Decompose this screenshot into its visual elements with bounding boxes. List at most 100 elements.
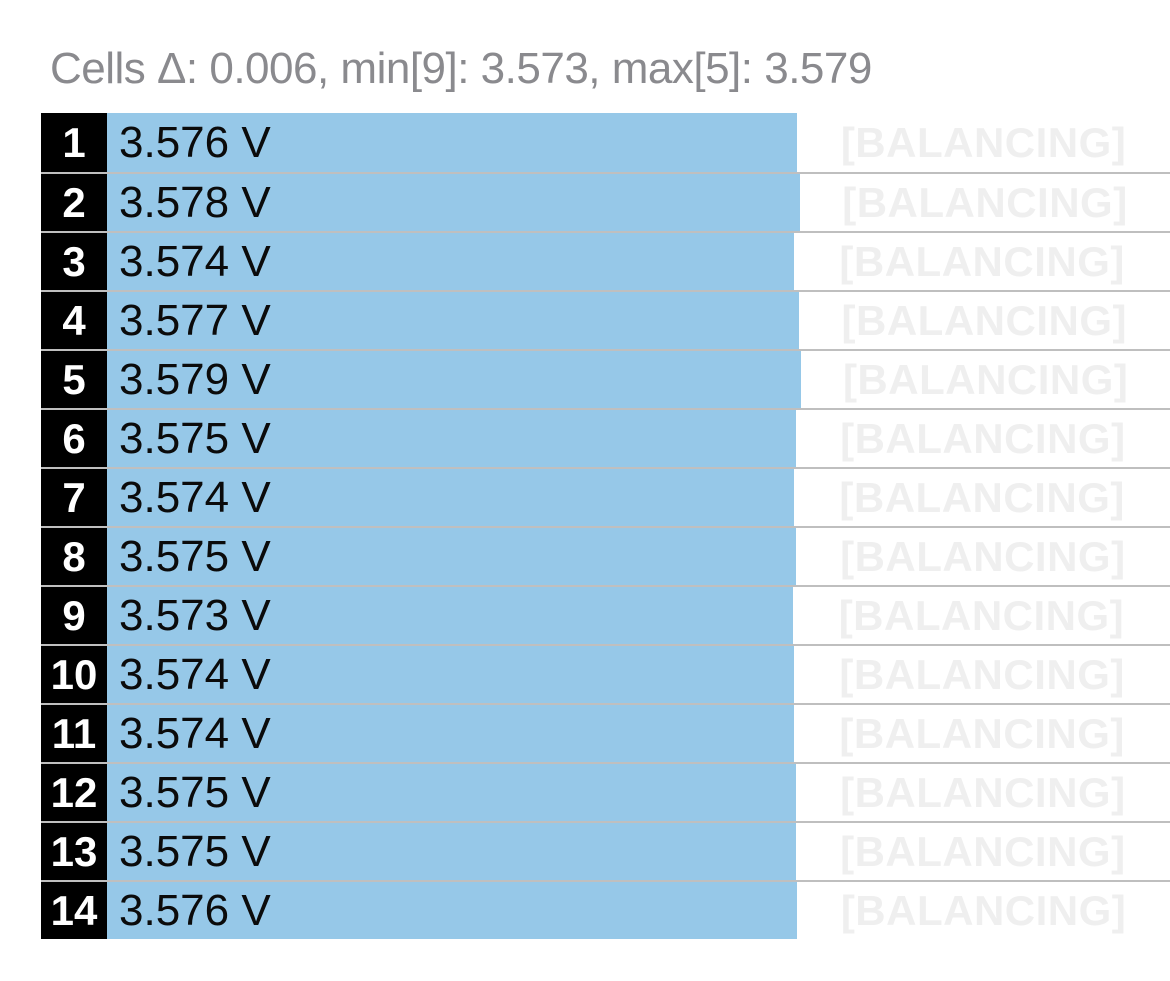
cell-number-badge: 8 xyxy=(41,528,107,585)
balancing-status-label: [BALANCING] xyxy=(840,414,1126,462)
cell-number-badge: 2 xyxy=(41,174,107,231)
voltage-bar: 3.574 V xyxy=(107,469,795,526)
cell-number-badge: 7 xyxy=(41,469,107,526)
cell-row: 14 3.576 V [BALANCING] xyxy=(41,880,1170,939)
voltage-bar-track: 3.574 V [BALANCING] xyxy=(107,646,1170,703)
cell-number-badge: 10 xyxy=(41,646,107,703)
cell-number-badge: 1 xyxy=(41,113,107,172)
voltage-bar: 3.579 V xyxy=(107,351,802,408)
cell-number-badge: 11 xyxy=(41,705,107,762)
cell-voltage-label: 3.577 V xyxy=(119,295,271,345)
balancing-area: [BALANCING] xyxy=(796,764,1170,821)
cell-number: 2 xyxy=(62,178,86,226)
voltage-bar-track: 3.574 V [BALANCING] xyxy=(107,469,1170,526)
cell-voltage-label: 3.574 V xyxy=(119,236,271,286)
voltage-bar-track: 3.579 V [BALANCING] xyxy=(107,351,1170,408)
cell-row: 3 3.574 V [BALANCING] xyxy=(41,231,1170,290)
voltage-bar-track: 3.576 V [BALANCING] xyxy=(107,113,1170,172)
cell-number-badge: 4 xyxy=(41,292,107,349)
voltage-bar: 3.575 V xyxy=(107,764,796,821)
cell-number: 14 xyxy=(50,886,98,934)
balancing-area: [BALANCING] xyxy=(794,469,1170,526)
balancing-area: [BALANCING] xyxy=(796,823,1170,880)
balancing-area: [BALANCING] xyxy=(800,174,1170,231)
balancing-status-label: [BALANCING] xyxy=(840,532,1126,580)
cell-row: 7 3.574 V [BALANCING] xyxy=(41,467,1170,526)
voltage-bar-track: 3.574 V [BALANCING] xyxy=(107,705,1170,762)
voltage-bar: 3.575 V xyxy=(107,823,796,880)
cell-number-badge: 9 xyxy=(41,587,107,644)
cell-number-badge: 14 xyxy=(41,882,107,939)
cell-voltage-label: 3.575 V xyxy=(119,826,271,876)
cell-voltage-label: 3.576 V xyxy=(119,885,271,935)
cell-voltage-label: 3.574 V xyxy=(119,708,271,758)
cells-table: 1 3.576 V [BALANCING] 2 3.578 V [BALANCI… xyxy=(41,113,1170,939)
cell-voltage-label: 3.573 V xyxy=(119,590,271,640)
cell-number: 13 xyxy=(50,827,98,875)
cell-number: 7 xyxy=(62,473,86,521)
balancing-area: [BALANCING] xyxy=(801,351,1170,408)
cell-number: 6 xyxy=(62,414,86,462)
cell-row: 10 3.574 V [BALANCING] xyxy=(41,644,1170,703)
cell-number-badge: 6 xyxy=(41,410,107,467)
cell-row: 12 3.575 V [BALANCING] xyxy=(41,762,1170,821)
balancing-area: [BALANCING] xyxy=(794,233,1170,290)
cell-number-badge: 13 xyxy=(41,823,107,880)
cell-row: 11 3.574 V [BALANCING] xyxy=(41,703,1170,762)
balancing-status-label: [BALANCING] xyxy=(842,178,1128,226)
cell-voltage-label: 3.575 V xyxy=(119,413,271,463)
voltage-bar: 3.574 V xyxy=(107,705,795,762)
voltage-bar-track: 3.578 V [BALANCING] xyxy=(107,174,1170,231)
balancing-status-label: [BALANCING] xyxy=(839,237,1125,285)
cell-number-badge: 5 xyxy=(41,351,107,408)
cell-row: 6 3.575 V [BALANCING] xyxy=(41,408,1170,467)
balancing-status-label: [BALANCING] xyxy=(839,650,1125,698)
voltage-bar: 3.573 V xyxy=(107,587,793,644)
cell-row: 4 3.577 V [BALANCING] xyxy=(41,290,1170,349)
cell-row: 1 3.576 V [BALANCING] xyxy=(41,113,1170,172)
cell-row: 2 3.578 V [BALANCING] xyxy=(41,172,1170,231)
balancing-area: [BALANCING] xyxy=(793,587,1170,644)
voltage-bar: 3.574 V xyxy=(107,233,795,290)
balancing-status-label: [BALANCING] xyxy=(839,709,1125,757)
cell-voltage-label: 3.579 V xyxy=(119,354,271,404)
cell-number: 8 xyxy=(62,532,86,580)
balancing-area: [BALANCING] xyxy=(796,528,1170,585)
cell-number: 12 xyxy=(50,768,98,816)
cell-number-badge: 3 xyxy=(41,233,107,290)
balancing-status-label: [BALANCING] xyxy=(841,296,1127,344)
cell-row: 5 3.579 V [BALANCING] xyxy=(41,349,1170,408)
balancing-area: [BALANCING] xyxy=(799,292,1170,349)
cell-number: 11 xyxy=(51,709,97,757)
cell-number-badge: 12 xyxy=(41,764,107,821)
cells-summary-header: Cells Δ: 0.006, min[9]: 3.573, max[5]: 3… xyxy=(50,44,872,93)
voltage-bar-track: 3.575 V [BALANCING] xyxy=(107,823,1170,880)
cell-number: 5 xyxy=(62,355,86,403)
balancing-area: [BALANCING] xyxy=(794,705,1170,762)
balancing-status-label: [BALANCING] xyxy=(842,355,1129,403)
voltage-bar: 3.575 V xyxy=(107,410,796,467)
voltage-bar: 3.575 V xyxy=(107,528,796,585)
cell-row: 8 3.575 V [BALANCING] xyxy=(41,526,1170,585)
balancing-status-label: [BALANCING] xyxy=(840,118,1127,166)
voltage-bar-track: 3.575 V [BALANCING] xyxy=(107,528,1170,585)
cell-number: 4 xyxy=(62,296,86,344)
cell-voltage-label: 3.576 V xyxy=(119,117,271,167)
balancing-status-label: [BALANCING] xyxy=(840,768,1126,816)
cell-number: 10 xyxy=(50,650,98,698)
voltage-bar: 3.576 V xyxy=(107,882,798,939)
voltage-bar-track: 3.575 V [BALANCING] xyxy=(107,410,1170,467)
voltage-bar: 3.578 V xyxy=(107,174,800,231)
voltage-bar-track: 3.574 V [BALANCING] xyxy=(107,233,1170,290)
balancing-status-label: [BALANCING] xyxy=(838,591,1125,639)
balancing-status-label: [BALANCING] xyxy=(839,473,1125,521)
cell-voltage-label: 3.575 V xyxy=(119,531,271,581)
voltage-bar-track: 3.573 V [BALANCING] xyxy=(107,587,1170,644)
balancing-area: [BALANCING] xyxy=(794,646,1170,703)
cell-voltage-label: 3.575 V xyxy=(119,767,271,817)
cell-row: 13 3.575 V [BALANCING] xyxy=(41,821,1170,880)
cell-voltage-label: 3.578 V xyxy=(119,177,271,227)
balancing-status-label: [BALANCING] xyxy=(840,886,1127,934)
balancing-area: [BALANCING] xyxy=(797,113,1170,172)
voltage-bar-track: 3.575 V [BALANCING] xyxy=(107,764,1170,821)
